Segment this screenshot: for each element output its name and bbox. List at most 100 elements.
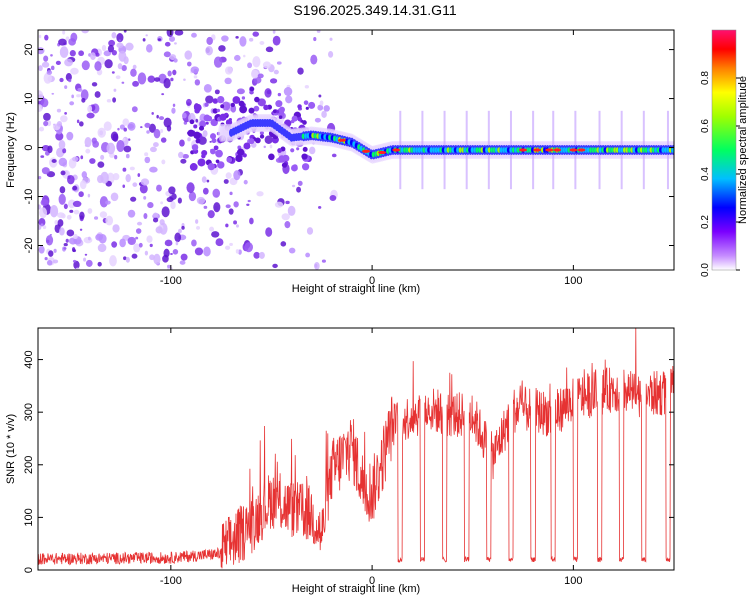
spectrogram-noise-blob bbox=[66, 229, 75, 237]
spectrogram-noise-blob bbox=[239, 105, 248, 114]
spectrogram-noise-blob bbox=[280, 241, 287, 247]
spectrogram-noise-blob bbox=[89, 158, 96, 164]
ridge-hotspot bbox=[569, 148, 578, 152]
spectrogram-noise-blob bbox=[213, 145, 219, 151]
spectrogram-noise-blob bbox=[215, 149, 223, 158]
spectrogram-noise-blob bbox=[45, 235, 54, 246]
spectrogram-xtick-label: 100 bbox=[564, 275, 582, 287]
spectrogram-noise-blob bbox=[254, 96, 260, 103]
spectrogram-noise-blob bbox=[237, 148, 245, 156]
spectrogram-noise-blob bbox=[252, 56, 261, 68]
spectrogram-noise-blob bbox=[161, 206, 170, 218]
spectrogram-noise-blob bbox=[40, 223, 44, 227]
spectrogram-noise-blob bbox=[253, 251, 260, 259]
spectrogram-noise-blob bbox=[59, 227, 65, 236]
spectrogram-noise-blob bbox=[122, 118, 130, 126]
ridge-hotspot bbox=[519, 148, 528, 152]
spectrogram-noise-blob bbox=[117, 63, 123, 70]
spectrogram-noise-blob bbox=[97, 127, 106, 138]
spectrogram-noise-blob bbox=[136, 221, 143, 226]
spectrogram-noise-blob bbox=[67, 199, 76, 209]
spectrogram-noise-blob bbox=[248, 138, 255, 145]
snr-axes: -100 0 100 0 100 200 300 400 bbox=[23, 328, 674, 587]
spectrogram-noise-blob bbox=[50, 65, 55, 71]
spectrogram-noise-blob bbox=[206, 36, 213, 45]
spectrogram-noise-blob bbox=[247, 199, 251, 203]
spectrogram-noise-blob bbox=[144, 122, 151, 128]
spectrogram-xtick-label: -100 bbox=[160, 275, 182, 287]
spectrogram-noise-blob bbox=[108, 39, 116, 47]
spectrogram-noise-blob bbox=[262, 61, 272, 69]
colorbar-frame bbox=[711, 29, 737, 271]
spectrogram-noise-blob bbox=[202, 187, 209, 195]
spectrogram-noise-blob bbox=[296, 186, 301, 193]
spectrogram-noise-blob bbox=[258, 251, 265, 259]
spectrogram-noise-blob bbox=[290, 164, 298, 172]
spectrogram-noise-blob bbox=[187, 137, 191, 142]
spectrogram-noise-blob bbox=[277, 148, 282, 153]
spectrogram-noise-blob bbox=[85, 148, 91, 154]
ridge-hotspot bbox=[362, 149, 371, 153]
spectrogram-noise-blob bbox=[94, 61, 102, 71]
ridge-hotspot bbox=[392, 148, 401, 152]
spectrogram-noise-blob bbox=[125, 42, 134, 51]
spectrogram-noise-blob bbox=[248, 107, 255, 114]
spectrogram-ytick-label: 0 bbox=[23, 144, 35, 150]
spectrogram-noise-blob bbox=[197, 158, 206, 167]
spectrogram-noise-blob bbox=[99, 211, 108, 218]
spectrogram-noise-blob bbox=[68, 78, 72, 83]
spectrogram-noise-blob bbox=[43, 72, 52, 84]
spectrogram-noise-blob bbox=[63, 247, 67, 250]
spectrogram-noise-blob bbox=[73, 209, 80, 215]
spectrogram-noise-blob bbox=[147, 75, 156, 83]
spectrogram-noise-blob bbox=[146, 130, 150, 134]
spectrogram-noise-blob bbox=[127, 138, 131, 141]
colorbar-gradient bbox=[712, 30, 736, 270]
spectrogram-noise-blob bbox=[50, 54, 53, 57]
spectrogram-noise-blob bbox=[183, 121, 188, 125]
spectrogram-noise-blob bbox=[79, 121, 84, 127]
spectrogram-noise-blob bbox=[44, 34, 49, 41]
spectrogram-noise-blob bbox=[49, 234, 53, 236]
spectrogram-noise-blob bbox=[107, 44, 115, 53]
spectrogram-noise-blob bbox=[137, 72, 147, 85]
spectrogram-noise-blob bbox=[121, 81, 125, 84]
spectrogram-noise-blob bbox=[194, 79, 201, 86]
spectrogram-noise-blob bbox=[49, 205, 59, 218]
ridge-hotspot bbox=[577, 148, 586, 152]
ridge-hotspot bbox=[533, 148, 542, 152]
spectrogram-noise-blob bbox=[235, 36, 239, 39]
spectrogram-noise-blob bbox=[203, 114, 211, 122]
snr-xtick-label: 100 bbox=[564, 575, 582, 587]
spectrogram-noise-blob bbox=[253, 105, 260, 112]
spectrogram-noise-blob bbox=[38, 90, 44, 102]
spectrogram-noise-blob bbox=[331, 153, 337, 158]
spectrogram-noise-blob bbox=[55, 132, 64, 141]
spectrogram-noise-blob bbox=[87, 193, 91, 198]
spectrogram-noise-blob bbox=[64, 112, 67, 115]
spectrogram-noise-blob bbox=[189, 163, 198, 171]
spectrogram-noise-blob bbox=[38, 218, 46, 227]
spectrogram-noise-blob bbox=[103, 121, 112, 132]
spectrogram-noise-blob bbox=[233, 201, 239, 208]
spectrogram-noise-blob bbox=[72, 200, 82, 208]
spectrogram-noise-blob bbox=[157, 38, 162, 41]
spectrogram-noise-blob bbox=[288, 247, 296, 254]
spectrogram-noise-blob bbox=[319, 100, 324, 106]
spectrogram-noise-blob bbox=[275, 100, 283, 108]
spectrogram-noise-blob bbox=[164, 41, 171, 47]
spectrogram-noise-blob bbox=[159, 219, 165, 226]
spectrogram-noise-blob bbox=[118, 39, 122, 42]
spectrogram-noise-blob bbox=[64, 85, 68, 89]
spectrogram-noise-blob bbox=[90, 52, 96, 61]
spectrogram-noise-blob bbox=[232, 96, 241, 104]
ridge-core-bright bbox=[671, 147, 674, 153]
spectrogram-noise-blob bbox=[186, 102, 191, 106]
spectrogram-noise-blob bbox=[115, 75, 121, 80]
spectrogram-noise-blob bbox=[207, 210, 215, 219]
spectrogram-xlabel: Height of straight line (km) bbox=[292, 283, 420, 295]
spectrogram-noise-blob bbox=[122, 167, 127, 172]
spectrogram-noise-blob bbox=[75, 267, 80, 270]
spectrogram-noise-blob bbox=[321, 259, 326, 263]
spectrogram-noise-blob bbox=[314, 117, 321, 123]
